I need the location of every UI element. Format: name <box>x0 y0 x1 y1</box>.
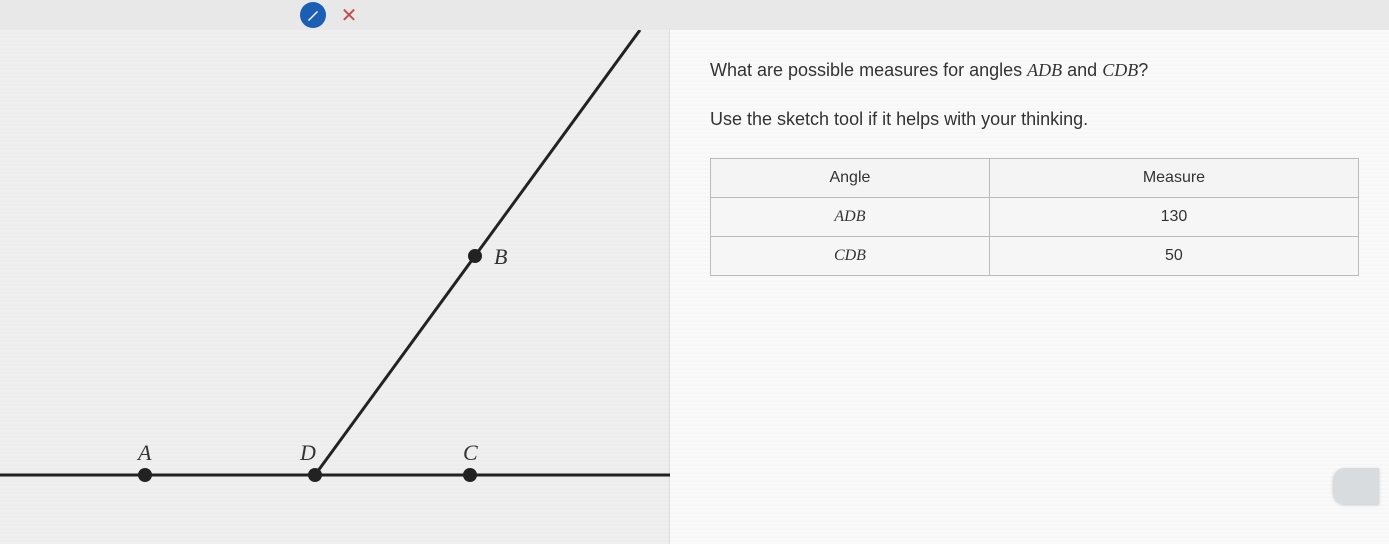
table-row: CDB 50 <box>711 237 1359 276</box>
label-c: C <box>463 440 478 465</box>
question-suffix: ? <box>1138 60 1148 80</box>
instruction-text: Use the sketch tool if it helps with you… <box>710 109 1359 130</box>
content-area: A D C B What are possible measures for a… <box>0 30 1389 544</box>
cell-measure[interactable]: 50 <box>989 237 1358 276</box>
help-fab[interactable] <box>1333 468 1379 504</box>
question-mid: and <box>1062 60 1102 80</box>
question-prefix: What are possible measures for angles <box>710 60 1027 80</box>
cell-angle[interactable]: ADB <box>711 198 990 237</box>
toolbar-close-button[interactable]: ✕ <box>336 2 362 28</box>
label-a: A <box>136 440 152 465</box>
point-b <box>468 249 482 263</box>
answer-table: Angle Measure ADB 130 CDB 50 <box>710 158 1359 276</box>
table-row: ADB 130 <box>711 198 1359 237</box>
diagram-panel: A D C B <box>0 30 670 544</box>
question-angle1: ADB <box>1027 60 1062 80</box>
close-icon: ✕ <box>341 3 358 28</box>
header-angle: Angle <box>711 159 990 198</box>
table-header-row: Angle Measure <box>711 159 1359 198</box>
pencil-icon <box>306 8 320 22</box>
question-panel: What are possible measures for angles AD… <box>670 30 1389 544</box>
header-measure: Measure <box>989 159 1358 198</box>
point-a <box>138 468 152 482</box>
cell-measure[interactable]: 130 <box>989 198 1358 237</box>
point-d <box>308 468 322 482</box>
toolbar-circle-button[interactable] <box>300 2 326 28</box>
question-text: What are possible measures for angles AD… <box>710 60 1359 81</box>
geometry-diagram[interactable]: A D C B <box>0 30 670 544</box>
question-angle2: CDB <box>1102 60 1138 80</box>
label-b: B <box>494 244 507 269</box>
label-d: D <box>299 440 316 465</box>
toolbar-fragment: ✕ <box>0 0 1389 30</box>
point-c <box>463 468 477 482</box>
cell-angle[interactable]: CDB <box>711 237 990 276</box>
